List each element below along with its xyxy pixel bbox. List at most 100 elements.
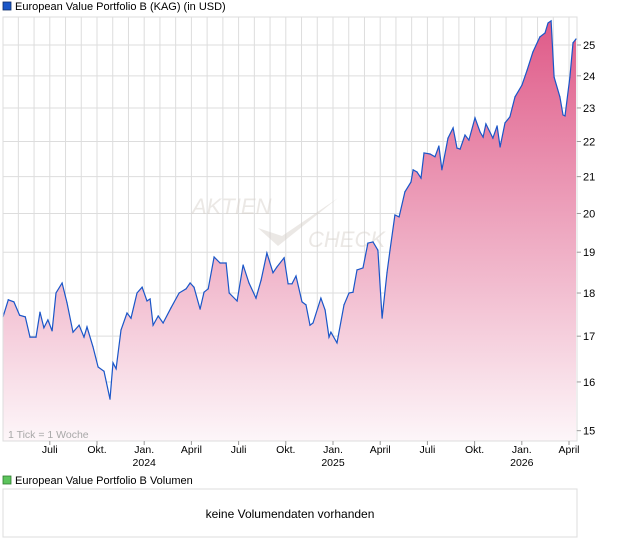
data-point <box>126 312 128 314</box>
data-point <box>213 256 215 258</box>
data-point <box>464 134 466 136</box>
x-tick-label: Okt. <box>87 444 106 456</box>
volume-legend-swatch <box>2 475 12 485</box>
data-point <box>178 292 180 294</box>
data-point <box>386 272 388 274</box>
data-point <box>447 137 449 139</box>
data-point <box>459 148 461 150</box>
volume-legend-label: European Value Portfolio B Volumen <box>15 475 193 487</box>
data-point <box>367 242 369 244</box>
x-tick-label: Okt. <box>465 444 484 456</box>
data-point <box>39 311 41 313</box>
svg-text:AKTIEN: AKTIEN <box>190 194 272 219</box>
data-point <box>283 257 285 259</box>
data-point <box>18 314 21 316</box>
data-point <box>492 137 494 139</box>
data-point <box>330 331 332 333</box>
data-point <box>24 316 26 318</box>
data-point <box>136 292 138 294</box>
data-point <box>309 324 311 326</box>
volume-empty-message: keine Volumendaten vorhanden <box>206 507 375 521</box>
data-point <box>92 346 94 348</box>
data-point <box>496 125 498 127</box>
data-point <box>352 291 354 293</box>
y-tick-label: 21 <box>583 172 595 184</box>
x-year-label: 2024 <box>133 457 157 469</box>
data-point <box>410 181 412 183</box>
data-point <box>29 336 31 338</box>
data-point <box>248 282 250 284</box>
data-point <box>207 288 209 290</box>
x-tick-label: Juli <box>231 444 247 456</box>
data-point <box>51 330 53 332</box>
data-point <box>434 156 436 158</box>
data-point <box>295 275 297 277</box>
data-point <box>389 249 391 251</box>
tick-note: 1 Tick = 1 Woche <box>8 429 89 441</box>
data-point <box>109 398 111 400</box>
x-tick-label: Juli <box>42 444 58 456</box>
data-point <box>305 304 307 306</box>
y-tick-label: 18 <box>583 288 595 300</box>
data-point <box>83 336 85 338</box>
volume-panel <box>2 488 578 538</box>
data-point <box>438 145 440 147</box>
data-point <box>43 327 45 329</box>
data-point <box>336 342 338 344</box>
data-point <box>301 301 303 303</box>
data-point <box>479 131 481 133</box>
x-tick-label: Okt. <box>276 444 295 456</box>
data-point <box>13 301 15 303</box>
data-point <box>474 117 476 119</box>
y-tick-label: 20 <box>583 208 595 220</box>
data-point <box>572 42 574 44</box>
data-point <box>86 326 88 328</box>
data-point <box>272 272 274 274</box>
data-point <box>276 266 278 268</box>
x-tick-label: April <box>370 444 391 456</box>
x-tick-label: April <box>558 444 579 456</box>
data-point <box>429 153 431 155</box>
price-legend-label: European Value Portfolio B (KAG) (in USD… <box>15 1 226 13</box>
data-point <box>381 317 383 319</box>
y-tick-label: 24 <box>583 71 595 83</box>
y-tick-label: 17 <box>583 331 595 343</box>
data-point <box>412 169 414 171</box>
y-tick-label: 16 <box>583 377 595 389</box>
data-point <box>103 370 105 372</box>
price-legend-swatch <box>2 1 12 11</box>
data-point <box>320 297 322 299</box>
data-point <box>504 122 506 124</box>
data-point <box>255 297 257 299</box>
data-point <box>291 283 293 285</box>
data-point <box>420 177 422 179</box>
data-point <box>539 36 541 38</box>
data-point <box>404 191 406 193</box>
data-point <box>452 127 454 129</box>
data-point <box>141 286 143 288</box>
data-point <box>97 366 99 368</box>
data-point <box>569 76 571 78</box>
data-point <box>193 286 195 288</box>
data-point <box>162 322 164 324</box>
x-year-label: 2025 <box>321 457 345 469</box>
data-point <box>157 315 159 317</box>
data-point <box>553 76 555 78</box>
data-point <box>521 84 523 86</box>
data-point <box>266 252 268 254</box>
data-point <box>72 331 74 333</box>
data-point <box>423 152 425 154</box>
data-point <box>47 319 49 321</box>
data-point <box>441 169 443 171</box>
data-point <box>146 300 148 302</box>
data-point <box>550 20 552 22</box>
data-point <box>372 241 374 243</box>
data-point <box>7 299 9 301</box>
price-line <box>2 19 577 400</box>
data-point <box>236 300 238 302</box>
data-point <box>485 123 487 125</box>
data-point <box>61 282 63 284</box>
data-point <box>203 291 205 293</box>
data-point <box>526 69 528 71</box>
